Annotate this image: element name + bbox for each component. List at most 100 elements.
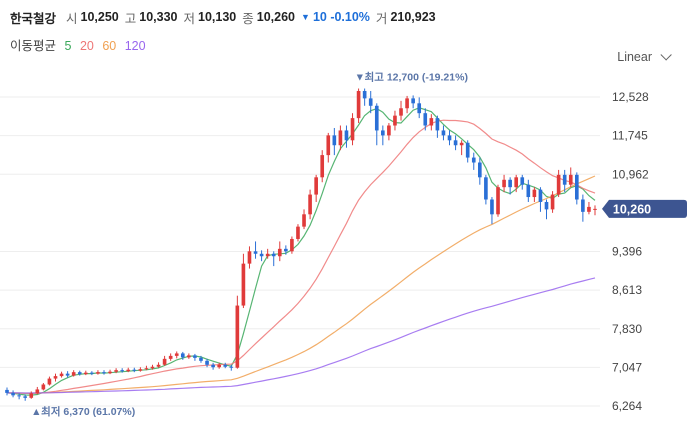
candle[interactable]: [465, 140, 470, 163]
candle[interactable]: [338, 125, 343, 151]
candle[interactable]: [126, 367, 131, 373]
candle[interactable]: [574, 172, 579, 205]
candle[interactable]: [271, 251, 276, 267]
candle[interactable]: [65, 371, 70, 378]
candle[interactable]: [314, 174, 318, 202]
candle[interactable]: [168, 353, 173, 361]
candle[interactable]: [550, 191, 555, 213]
candle[interactable]: [138, 367, 143, 372]
candle[interactable]: [520, 174, 525, 190]
candle[interactable]: [308, 189, 312, 220]
candle[interactable]: [556, 169, 561, 198]
candle[interactable]: [368, 90, 373, 114]
candle[interactable]: [144, 365, 149, 371]
candle[interactable]: [229, 364, 234, 371]
candle[interactable]: [350, 113, 355, 146]
candle[interactable]: [435, 115, 440, 138]
candle[interactable]: [77, 370, 82, 376]
candle[interactable]: [53, 373, 58, 382]
candle[interactable]: [387, 123, 391, 141]
scale-selector[interactable]: Linear: [617, 49, 672, 64]
candle[interactable]: [114, 368, 118, 374]
candle[interactable]: [132, 367, 137, 373]
candle[interactable]: [174, 351, 179, 359]
candle[interactable]: [417, 97, 422, 119]
candle[interactable]: [90, 371, 94, 376]
moving-average-legend[interactable]: 이동평균 5 20 60 120: [10, 35, 151, 54]
candle[interactable]: [502, 174, 506, 193]
candle[interactable]: [211, 362, 215, 370]
candle[interactable]: [587, 201, 591, 215]
candle[interactable]: [411, 95, 415, 109]
candle[interactable]: [187, 353, 191, 359]
candle[interactable]: [108, 369, 112, 375]
candle[interactable]: [374, 103, 379, 146]
candle[interactable]: [150, 364, 155, 370]
candle[interactable]: [162, 355, 167, 366]
candle[interactable]: [459, 140, 464, 156]
candle[interactable]: [253, 241, 258, 259]
candle[interactable]: [332, 127, 337, 156]
candle[interactable]: [71, 370, 76, 377]
candle[interactable]: [526, 179, 531, 202]
candle[interactable]: [447, 130, 452, 146]
candle[interactable]: [544, 199, 549, 220]
candle[interactable]: [478, 157, 482, 185]
candle[interactable]: [593, 205, 597, 216]
candle[interactable]: [96, 370, 100, 375]
candle[interactable]: [562, 169, 567, 193]
candle[interactable]: [538, 187, 543, 212]
candle[interactable]: [199, 355, 203, 363]
candle[interactable]: [59, 371, 64, 378]
candle[interactable]: [120, 368, 124, 373]
candle[interactable]: [193, 353, 197, 361]
candle[interactable]: [405, 95, 409, 114]
candle[interactable]: [581, 194, 585, 222]
candle[interactable]: [83, 370, 88, 376]
candle[interactable]: [102, 370, 106, 375]
candle[interactable]: [284, 245, 288, 255]
candle[interactable]: [296, 224, 300, 242]
candle[interactable]: [11, 390, 15, 398]
candle[interactable]: [5, 387, 9, 396]
candle[interactable]: [241, 253, 246, 309]
candle[interactable]: [381, 125, 385, 146]
candle[interactable]: [453, 135, 458, 151]
candle[interactable]: [429, 114, 434, 131]
candle[interactable]: [23, 394, 28, 401]
candle[interactable]: [320, 150, 325, 183]
candle[interactable]: [471, 152, 476, 170]
candle[interactable]: [290, 236, 294, 254]
candle[interactable]: [399, 100, 403, 121]
candle[interactable]: [532, 187, 537, 202]
candle[interactable]: [344, 125, 349, 148]
candle[interactable]: [217, 362, 221, 369]
candle[interactable]: [235, 295, 240, 369]
candle[interactable]: [441, 125, 446, 141]
candle[interactable]: [265, 248, 270, 259]
candle[interactable]: [362, 88, 367, 106]
candle[interactable]: [568, 167, 573, 188]
candle[interactable]: [35, 386, 40, 395]
candle[interactable]: [326, 132, 331, 163]
candle[interactable]: [259, 250, 264, 262]
candle[interactable]: [29, 391, 34, 399]
candle[interactable]: [508, 177, 512, 195]
candle[interactable]: [393, 110, 397, 131]
candle[interactable]: [302, 209, 306, 230]
candle[interactable]: [205, 358, 209, 368]
candle[interactable]: [423, 108, 428, 131]
candle[interactable]: [47, 376, 52, 386]
candle[interactable]: [247, 246, 252, 269]
candle[interactable]: [490, 197, 494, 225]
candle[interactable]: [41, 383, 46, 391]
candle[interactable]: [17, 393, 21, 400]
candle[interactable]: [496, 184, 500, 217]
candle[interactable]: [223, 362, 228, 369]
candle[interactable]: [156, 362, 161, 368]
candle[interactable]: [277, 241, 282, 262]
candle[interactable]: [514, 174, 519, 193]
candle[interactable]: [356, 88, 361, 124]
candle[interactable]: [484, 174, 488, 205]
